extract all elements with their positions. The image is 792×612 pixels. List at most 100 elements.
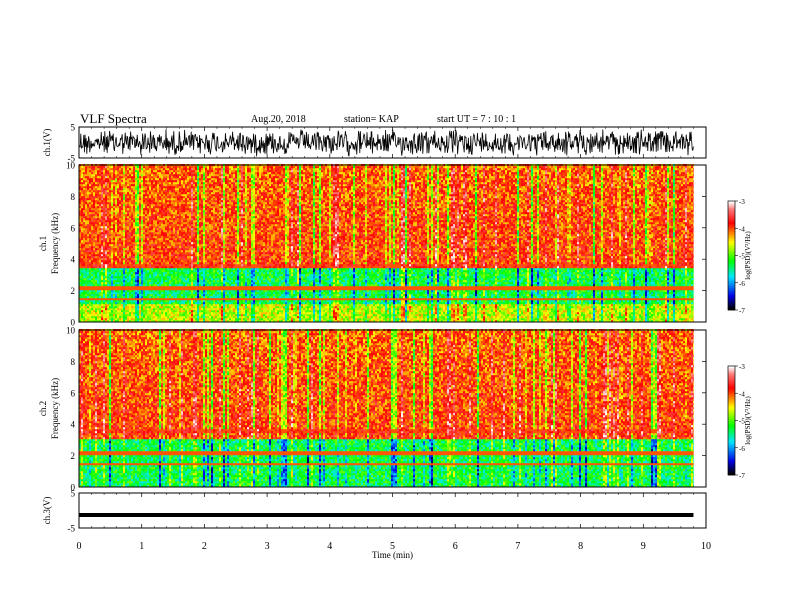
spectrogram-cell [95,292,97,294]
spectrogram-cell [645,312,647,314]
spectrogram-cell [123,300,125,302]
spectrogram-cell [265,308,267,310]
spectrogram-cell [391,298,393,300]
spectrogram-cell [429,312,431,314]
spectrogram-cell [399,298,401,300]
spectrogram-cell [459,292,461,294]
spectrogram-cell [307,302,309,304]
spectrogram-cell [597,304,599,306]
spectrogram-cell [421,302,423,304]
spectrogram-cell [183,306,185,308]
spectrogram-cell [323,296,325,298]
spectrogram-cell [395,298,397,300]
spectrogram-cell [339,302,341,304]
spectrogram-cell [201,314,203,316]
spectrogram-cell [133,306,135,308]
spectrogram-cell [591,310,593,312]
spectrogram-cell [659,306,661,308]
spectrogram-cell [303,310,305,312]
spectrogram-cell [213,312,215,314]
spectrogram-cell [293,308,295,310]
spectrogram-cell [155,294,157,296]
spectrogram-cell [423,312,425,314]
spectrogram-cell [265,296,267,298]
spectrogram-cell [285,300,287,302]
spectrogram-cell [605,304,607,306]
spectrogram-cell [255,300,257,302]
spectrogram-cell [443,304,445,306]
spectrogram-cell [215,318,217,320]
spectrogram-cell [109,292,111,294]
spectrogram-cell [381,292,383,294]
spectrogram-cell [483,314,485,316]
spectrogram-cell [437,318,439,320]
spectrogram-cell [177,304,179,306]
spectrogram-cell [401,312,403,314]
spectrogram-cell [609,306,611,308]
spectrogram-cell [525,312,527,314]
spectrogram-cell [127,318,129,320]
spectrogram-cell [193,302,195,304]
spectrogram-cell [529,296,531,298]
spectrogram-cell [431,302,433,304]
spectrogram-cell [99,298,101,300]
spectrogram-cell [253,312,255,314]
spectrogram-cell [227,300,229,302]
spectrogram-cell [141,312,143,314]
spectrogram-cell [181,296,183,298]
spectrogram-cell [239,318,241,320]
spectrogram-cell [291,314,293,316]
spectrogram-cell [301,300,303,302]
spectrogram-cell [267,302,269,304]
spectrogram-cell [675,294,677,296]
spectrogram-cell [375,294,377,296]
spectrogram-cell [369,310,371,312]
spectrogram-cell [107,312,109,314]
spectrogram-cell [477,306,479,308]
spectrogram-cell [133,302,135,304]
spectrogram-cell [139,306,141,308]
spectrogram-cell [481,300,483,302]
spectrogram-cell [163,304,165,306]
spectrogram-cell [131,312,133,314]
spectrogram-cell [565,316,567,318]
spectrogram-cell [309,302,311,304]
spectrogram-cell [229,314,231,316]
spectrogram-cell [289,302,291,304]
spectrogram-cell [113,316,115,318]
spectrogram-cell [545,296,547,298]
spectrogram-cell [183,308,185,310]
spectrogram-cell [263,318,265,320]
spectrogram-cell [285,304,287,306]
spectrogram-cell [671,296,673,298]
spectrogram-cell [235,300,237,302]
spectrogram-cell [465,296,467,298]
spectrogram-cell [633,310,635,312]
spectrogram-cell [635,314,637,316]
spectrogram-cell [361,316,363,318]
spectrogram-cell [509,300,511,302]
spectrogram-cell [377,292,379,294]
spectrogram-cell [177,310,179,312]
spectrogram-cell [269,296,271,298]
spectrogram-cell [447,296,449,298]
spectrogram-cell [531,300,533,302]
spectrogram-cell [375,304,377,306]
spectrogram-cell [483,298,485,300]
spectrogram-cell [537,298,539,300]
spectrogram-cell [515,300,517,302]
spectrogram-cell [135,292,137,294]
spectrogram-cell [255,310,257,312]
spectrogram-cell [369,312,371,314]
spectrogram-cell [381,296,383,298]
spectrogram-cell [441,316,443,318]
spectrogram-cell [643,314,645,316]
spectrogram-cell [619,314,621,316]
spectrogram-cell [691,316,693,318]
spectrogram-cell [199,302,201,304]
spectrogram-cell [451,296,453,298]
spectrogram-cell [121,310,123,312]
spectrogram-cell [489,314,491,316]
spectrogram-cell [441,308,443,310]
spectrogram-cell [347,298,349,300]
